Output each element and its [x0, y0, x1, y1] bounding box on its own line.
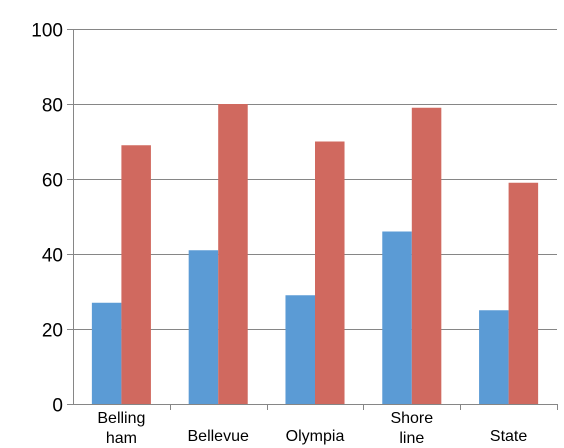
x-tick-label: line	[399, 430, 424, 447]
y-tick-label: 40	[42, 246, 63, 267]
axes	[67, 29, 558, 410]
bar-series-1	[479, 310, 509, 404]
x-tick-label: Bellevue	[188, 428, 249, 445]
x-tick-label: State	[490, 428, 527, 445]
bar-series-2	[315, 141, 345, 404]
y-axis-tick-labels: 0 20 40 60 80 100	[31, 21, 63, 417]
bar-series-2	[508, 182, 539, 404]
bar-series-1	[188, 250, 219, 404]
x-tick-label: Olympia	[286, 428, 345, 445]
x-tick-label: ham	[106, 430, 137, 447]
bar-series-2	[121, 145, 151, 404]
y-tick-label: 80	[42, 96, 63, 117]
bar-series-2	[218, 104, 248, 404]
bars	[91, 104, 539, 404]
x-tick-label: Belling	[97, 410, 145, 427]
y-tick-label: 0	[52, 396, 63, 417]
y-tick-label: 20	[42, 321, 63, 342]
x-axis-tick-labels: Belling ham Bellevue Olympia Shore line State	[97, 410, 527, 447]
y-tick-label: 60	[42, 171, 63, 192]
bar-series-1	[382, 231, 412, 404]
bar-series-1	[91, 302, 122, 404]
y-tick-label: 100	[31, 21, 63, 42]
bar-series-2	[411, 107, 442, 404]
bar-series-1	[285, 295, 315, 404]
x-tick-label: Shore	[390, 410, 433, 427]
